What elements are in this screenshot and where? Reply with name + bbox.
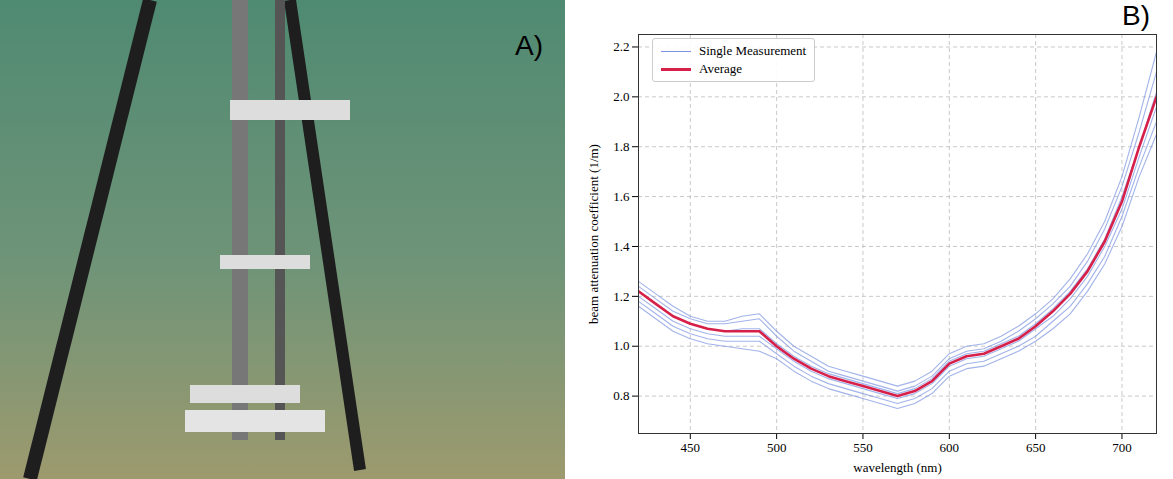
svg-text:700: 700 (1112, 440, 1132, 455)
svg-text:450: 450 (681, 440, 701, 455)
svg-text:2.2: 2.2 (613, 39, 629, 54)
svg-text:1.4: 1.4 (613, 239, 630, 254)
svg-text:1.0: 1.0 (613, 338, 629, 353)
svg-text:550: 550 (853, 440, 873, 455)
html-text:A): A) (515, 30, 543, 61)
html-text:Single Measurement: Single Measurement (699, 43, 807, 58)
html-text:Average: Average (699, 61, 743, 76)
svg-text:2.0: 2.0 (613, 89, 629, 104)
svg-text:1.6: 1.6 (613, 189, 630, 204)
html-text:B): B) (1122, 0, 1150, 31)
svg-text:wavelength (nm): wavelength (nm) (853, 460, 941, 475)
svg-text:0.8: 0.8 (613, 388, 629, 403)
svg-text:500: 500 (767, 440, 787, 455)
svg-text:1.8: 1.8 (613, 139, 629, 154)
svg-text:1.2: 1.2 (613, 289, 629, 304)
svg-text:beam attenuation coefficient (: beam attenuation coefficient (1/m) (586, 144, 601, 324)
svg-text:650: 650 (1026, 440, 1046, 455)
svg-text:600: 600 (940, 440, 960, 455)
